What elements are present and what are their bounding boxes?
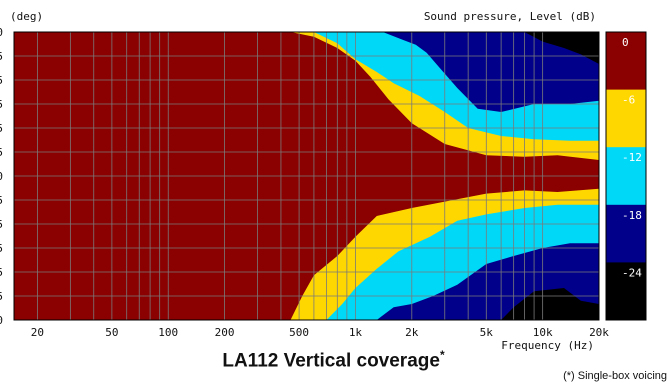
- chart-title-mark: *: [439, 348, 445, 362]
- colorbar-level-label: 0: [622, 36, 629, 49]
- y-tick-label: 5: [0, 266, 3, 279]
- y-tick-label: 5: [0, 218, 3, 231]
- x-tick-label: 1k: [349, 326, 363, 339]
- x-tick-label: 20k: [589, 326, 609, 339]
- x-tick-label: 20: [31, 326, 44, 339]
- colorbar-swatch-0: [606, 32, 646, 91]
- y-tick-label: 0: [0, 170, 3, 183]
- x-tick-label: 2k: [405, 326, 419, 339]
- colorbar-swatch-2: [606, 147, 646, 206]
- x-tick-label: 100: [158, 326, 178, 339]
- colorbar-frame: [605, 31, 647, 321]
- contour-region-upper-3: [524, 32, 599, 64]
- x-tick-label: 500: [289, 326, 309, 339]
- colorbar-swatch-1: [606, 89, 646, 148]
- y-tick-label: 5: [0, 194, 3, 207]
- colorbar-title: Sound pressure, Level (dB): [424, 10, 596, 23]
- colorbar-level-label: -12: [622, 151, 642, 164]
- colorbar-level-label: -6: [622, 94, 635, 107]
- colorbar-level-label: -24: [622, 266, 642, 279]
- plot-frame: [13, 31, 600, 321]
- y-tick-label: 0: [0, 314, 3, 327]
- x-tick-label: 50: [105, 326, 118, 339]
- y-tick-label: 5: [0, 50, 3, 63]
- x-tick-label: 5k: [480, 326, 494, 339]
- y-axis-label: (deg): [10, 10, 43, 23]
- chart-title-text: LA112 Vertical coverage: [222, 350, 440, 372]
- chart-title: LA112 Vertical coverage*: [0, 348, 667, 372]
- x-tick-label: 200: [215, 326, 235, 339]
- x-axis-label: Frequency (Hz): [501, 339, 594, 352]
- colorbar-level-label: -18: [622, 209, 642, 222]
- colorbar-swatch-4: [606, 262, 646, 321]
- y-tick-label: 5: [0, 146, 3, 159]
- y-tick-label: 5: [0, 242, 3, 255]
- contour-region-lower-3: [501, 288, 599, 320]
- y-tick-label: 5: [0, 122, 3, 135]
- x-tick-label: 10k: [533, 326, 553, 339]
- colorbar-swatch-3: [606, 204, 646, 263]
- y-tick-label: 5: [0, 98, 3, 111]
- chart-footnote: (*) Single-box voicing: [563, 370, 667, 382]
- y-tick-label: 5: [0, 290, 3, 303]
- y-tick-label: 5: [0, 74, 3, 87]
- y-tick-label: 0: [0, 26, 3, 39]
